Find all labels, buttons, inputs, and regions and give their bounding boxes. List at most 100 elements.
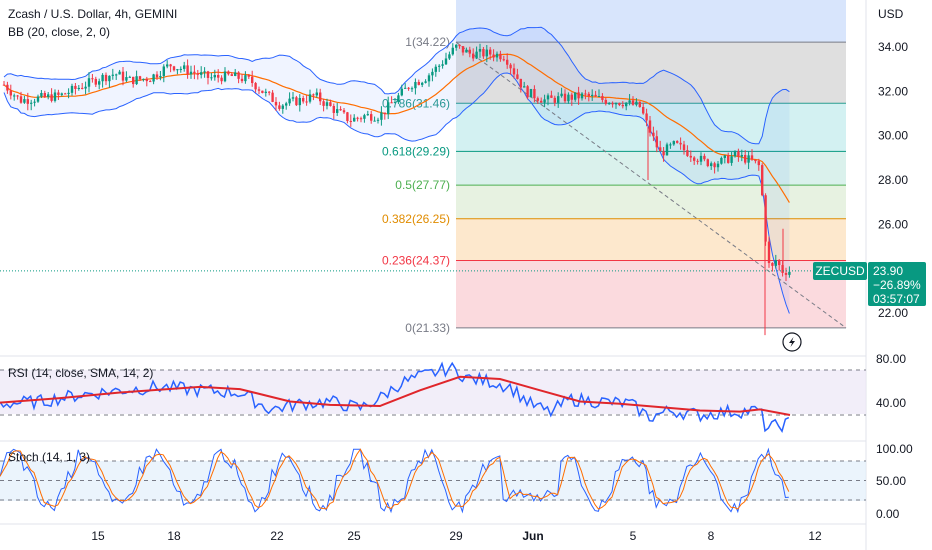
candle-body [101,74,104,82]
candle-body [77,87,80,89]
candle-body [169,64,172,67]
candle-body [251,76,254,84]
candle-body [608,103,611,105]
candle-body [74,85,77,89]
rsi-indicator-label[interactable]: RSI (14, close, SMA, 14, 2) [8,366,153,380]
candle-body [366,114,369,116]
candle-body [672,141,675,145]
candle-body [550,95,553,98]
fib-level-label: 1(34.22) [405,35,450,49]
candle-body [373,120,376,122]
price-label: 23.90 [873,264,903,278]
time-axis[interactable]: 15 18 22 25 29 Jun 5 8 12 [91,529,822,543]
bb-indicator-label[interactable]: BB (20, close, 2, 0) [8,25,110,39]
candle-body [560,93,563,97]
candle-body [30,102,33,104]
candle-body [104,74,108,82]
candle-body [397,95,400,103]
stoch-axis[interactable]: 100.00 50.00 0.00 [876,442,913,521]
candle-body [444,58,448,65]
candle-body [570,94,573,100]
time-tick-label: 12 [808,529,822,543]
candle-body [747,155,750,163]
price-tick-label: 30.00 [878,129,908,143]
fib-zone [456,218,846,261]
candle-body [176,69,179,71]
candle-body [730,156,733,163]
candle-body [264,91,267,93]
candle-body [312,94,315,96]
price-axis[interactable]: 34.00 32.00 30.00 28.00 26.00 22.00 [878,40,908,320]
fib-level-label: 0.382(26.25) [382,212,450,226]
candle-body [788,271,791,275]
candle-body [764,195,767,242]
candle-body [584,93,587,95]
candlesticks [2,43,791,336]
fib-level-label: 0.618(29.29) [382,144,450,158]
fib-level-label: 0(21.33) [405,321,450,335]
candle-body [767,241,771,264]
candle-body [543,99,546,103]
candle-body [274,101,278,106]
candle-body [206,71,210,78]
candle-body [563,93,567,102]
fib-level-label: 0.5(27.77) [395,178,450,192]
candle-body [353,117,356,122]
rsi-pane[interactable] [0,361,866,433]
candle-body [665,144,669,156]
candle-body [421,82,424,85]
candle-body [155,74,159,78]
candle-body [118,71,121,75]
candle-body [13,95,16,97]
candle-body [60,93,63,95]
fib-level-label: 0.236(24.37) [382,253,450,267]
fibonacci-retracement[interactable]: 1(34.22)0.786(31.46)0.618(29.29)0.5(27.7… [382,0,846,335]
candle-body [64,93,67,95]
stoch-tick-label: 50.00 [876,474,906,488]
candle-body [213,75,216,78]
candle-body [475,51,478,59]
candle-body [393,102,397,104]
candle-body [502,59,505,61]
candle-body [336,109,339,113]
candle-body [506,59,509,65]
rsi-ma-line [0,375,791,416]
candle-body [750,155,754,160]
candle-body [125,77,128,81]
lightning-icon[interactable] [782,332,802,352]
rsi-axis[interactable]: 80.00 40.00 [876,352,906,410]
candle-body [655,136,658,148]
chart-title[interactable]: Zcash / U.S. Dollar, 4h, GEMINI [8,7,177,21]
candle-body [509,64,512,69]
candle-body [648,120,652,133]
rsi-band-fill [0,370,866,414]
candle-body [261,90,264,93]
candle-body [271,92,274,102]
candle-body [540,100,543,103]
rsi-tick-label: 40.00 [876,396,906,410]
candle-body [342,110,346,113]
candle-body [47,94,50,97]
candle-body [686,150,689,156]
stoch-pane[interactable] [0,447,866,514]
candle-body [322,101,325,106]
time-tick-label: 8 [708,529,715,543]
candle-body [291,97,295,99]
candle-body [220,77,223,82]
candle-body [288,98,291,104]
stoch-indicator-label[interactable]: Stoch (14, 1, 3) [8,450,90,464]
candle-body [410,88,414,90]
candle-body [611,103,614,105]
candle-body [431,71,434,76]
candle-body [771,263,774,266]
bb-upper [3,26,790,145]
candle-body [601,96,604,100]
candle-body [516,74,519,79]
candle-body [138,76,142,80]
candle-body [631,100,635,105]
candle-body [325,102,329,106]
candle-body [438,65,441,67]
candle-body [349,120,352,122]
candle-body [33,101,36,103]
